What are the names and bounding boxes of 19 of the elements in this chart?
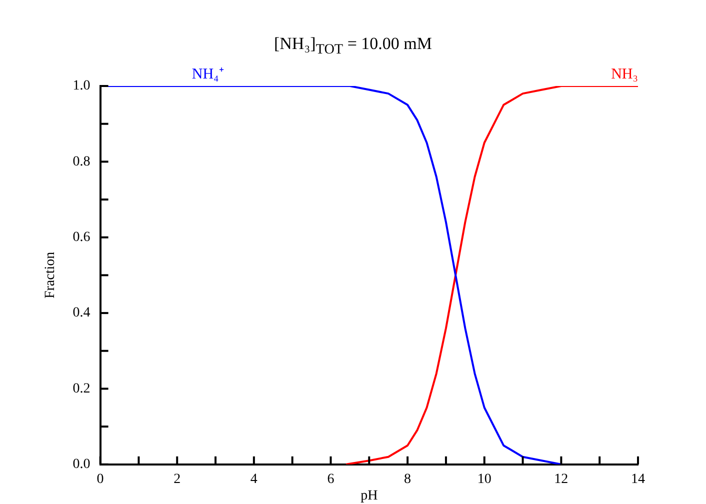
y-tick-label: 0.2	[72, 381, 90, 396]
x-axis-title: pH	[360, 488, 378, 504]
y-tick-label: 0.8	[72, 154, 90, 170]
x-tick-label: 4	[250, 472, 258, 488]
series-label: NH₃	[611, 66, 638, 82]
chart-title: [NH₃]$_{TOT}$ = 10.00 mM	[272, 34, 433, 58]
y-axis-title: Fraction	[43, 252, 58, 299]
x-tick-label: 2	[174, 472, 181, 488]
x-tick-label: 6	[327, 472, 334, 488]
y-tick-label: 0.6	[72, 230, 90, 246]
x-tick-label: 8	[404, 472, 412, 488]
y-tick-label: 0.0	[72, 457, 90, 472]
x-tick-label: 0	[96, 472, 104, 488]
series-label: NH₄⁺	[192, 66, 224, 82]
y-tick-label: 0.4	[72, 306, 90, 321]
y-tick-label: 1.0	[72, 78, 90, 94]
x-tick-label: 10	[477, 472, 492, 488]
x-tick-label: 14	[631, 472, 645, 488]
x-tick-label: 12	[554, 472, 568, 488]
